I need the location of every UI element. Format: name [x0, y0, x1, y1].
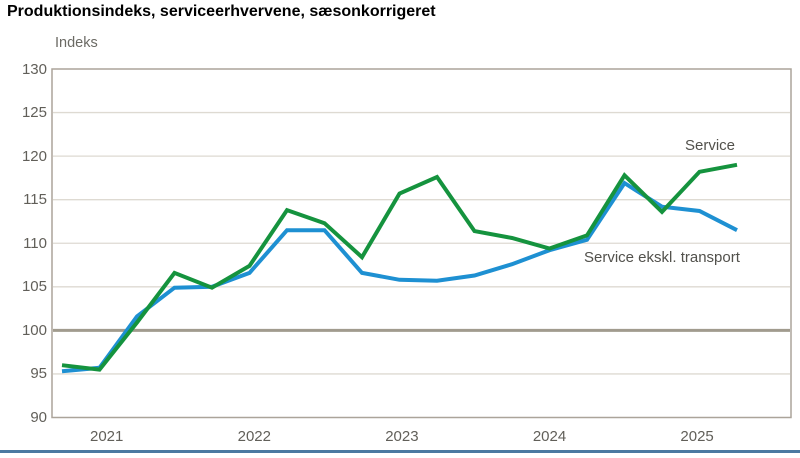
x-tick-label: 2025 [680, 428, 714, 445]
y-tick-label: 110 [23, 234, 47, 252]
y-axis-unit-label: Indeks [55, 35, 98, 51]
plot-border [51, 68, 792, 419]
y-tick-label: 125 [21, 104, 47, 122]
x-tick-label: 2021 [90, 428, 124, 445]
y-tick-label: 90 [30, 409, 47, 426]
y-tick-label: 95 [30, 365, 47, 383]
y-tick-label: 120 [21, 147, 47, 165]
service-excl-transport-line [61, 180, 738, 374]
x-tick-label: 2022 [237, 428, 271, 445]
service-line [61, 162, 738, 372]
y-tick-label: 105 [21, 278, 47, 296]
x-tick-label: 2023 [385, 428, 419, 445]
x-tick-label: 2024 [532, 428, 567, 445]
y-tick-label: 115 [23, 191, 47, 209]
footer-divider-rule [0, 450, 800, 453]
y-tick-label: 130 [21, 60, 47, 78]
series-label-service: Service [684, 137, 736, 154]
chart-title: Produktionsindeks, serviceerhvervene, sæ… [7, 3, 436, 20]
y-tick-label: 100 [21, 321, 47, 339]
series-label-service-ekskl-transport: Service ekskl. transport [584, 249, 740, 266]
